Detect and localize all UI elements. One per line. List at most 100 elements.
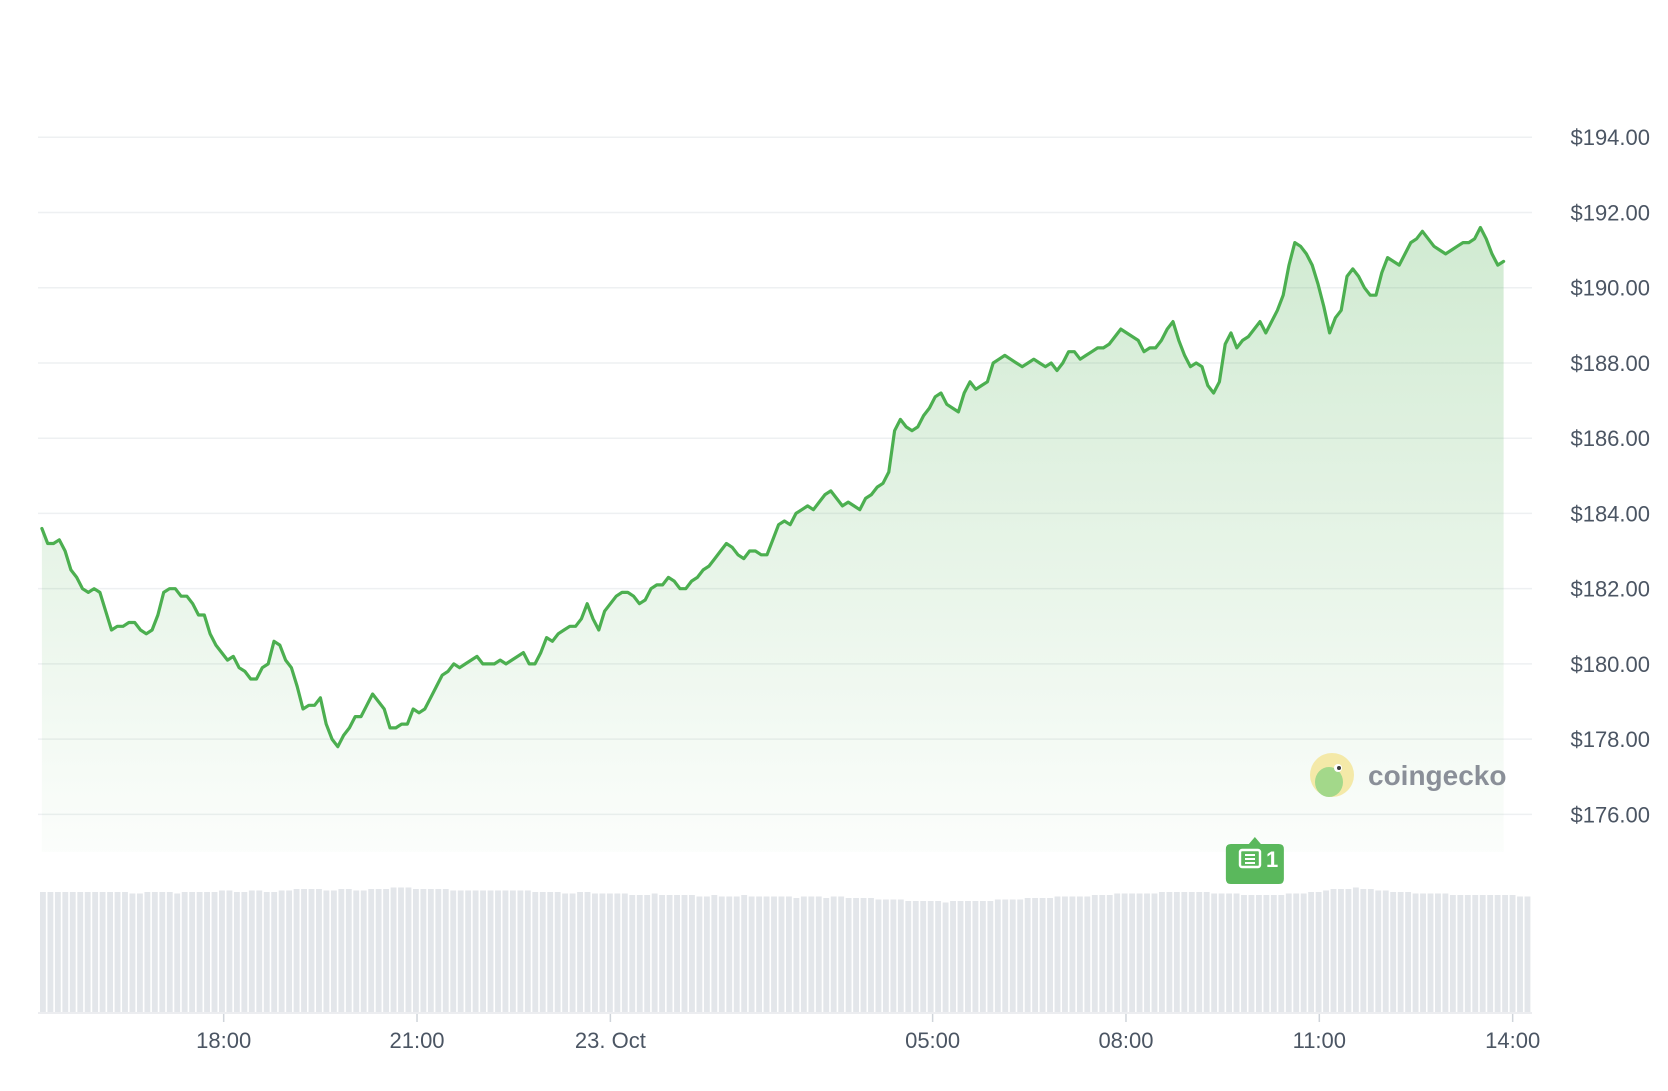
volume-bar xyxy=(897,899,904,1012)
volume-bar xyxy=(823,898,830,1012)
volume-bar xyxy=(748,896,755,1012)
volume-bar xyxy=(1173,892,1180,1012)
volume-bar xyxy=(99,892,106,1012)
y-tick-label: $184.00 xyxy=(1570,501,1650,526)
volume-bar xyxy=(1330,889,1337,1012)
volume-bar xyxy=(763,896,770,1012)
volume-bar xyxy=(1308,892,1315,1012)
volume-bar xyxy=(1054,896,1061,1012)
volume-bar xyxy=(681,895,688,1012)
volume-bar xyxy=(1032,898,1039,1012)
volume-bar xyxy=(233,892,240,1012)
volume-bar xyxy=(651,893,658,1012)
volume-bar xyxy=(920,901,927,1012)
volume-bar xyxy=(1248,895,1255,1012)
volume-bar xyxy=(778,896,785,1012)
volume-bar xyxy=(450,890,457,1012)
volume-bar xyxy=(1435,893,1441,1012)
volume-bar xyxy=(569,893,576,1012)
volume-bar xyxy=(211,892,218,1012)
volume-bar xyxy=(1121,893,1128,1012)
volume-bar xyxy=(987,901,994,1012)
volume-bar xyxy=(1367,889,1374,1012)
volume-bar xyxy=(1263,895,1270,1012)
volume-bar xyxy=(1449,895,1456,1012)
volume-bar xyxy=(420,889,427,1012)
volume-bar xyxy=(554,892,561,1012)
volume-bar xyxy=(442,889,449,1012)
volume-bar xyxy=(1494,895,1501,1012)
news-marker[interactable]: 1 xyxy=(1225,837,1284,884)
x-tick-label: 21:00 xyxy=(389,1028,444,1053)
price-line[interactable] xyxy=(40,225,1506,749)
volume-bar xyxy=(323,890,330,1012)
volume-bar xyxy=(435,889,442,1012)
volume-bar xyxy=(1517,896,1523,1012)
volume-bar xyxy=(771,896,777,1012)
volume-bar xyxy=(890,899,897,1012)
volume-bar xyxy=(1151,893,1158,1012)
volume-bar xyxy=(577,892,583,1012)
y-tick-label: $194.00 xyxy=(1570,125,1650,150)
news-marker-badge[interactable] xyxy=(1225,837,1284,884)
volume-bar xyxy=(1270,895,1277,1012)
volume-bar xyxy=(703,896,710,1012)
volume-bar xyxy=(248,890,255,1012)
volume-bar xyxy=(1241,895,1247,1012)
volume-bar xyxy=(517,890,524,1012)
volume-bar xyxy=(994,899,1001,1012)
y-tick-label: $182.00 xyxy=(1570,577,1650,602)
y-tick-label: $190.00 xyxy=(1570,276,1650,301)
volume-bar xyxy=(345,889,352,1012)
x-axis: 18:00 21:00 23. Oct 05:00 08:00 11:00 14:00 xyxy=(38,1012,1540,1053)
volume-bar xyxy=(107,892,113,1012)
volume-bar xyxy=(92,892,99,1012)
volume-bar xyxy=(957,901,964,1012)
x-tick-label: 05:00 xyxy=(905,1028,960,1053)
volume-bar xyxy=(69,892,76,1012)
volume-bar xyxy=(927,901,934,1012)
volume-bar xyxy=(1017,899,1024,1012)
volume-bar xyxy=(159,892,166,1012)
volume-bar xyxy=(1293,893,1300,1012)
volume-bar xyxy=(189,892,196,1012)
volume-bar xyxy=(905,901,912,1012)
volume-bar xyxy=(390,887,397,1012)
volume-bar xyxy=(845,898,852,1012)
volume-bar xyxy=(316,889,322,1012)
x-tick-label: 08:00 xyxy=(1098,1028,1153,1053)
volume-bar xyxy=(1203,892,1210,1012)
volume-bar xyxy=(1412,893,1419,1012)
volume-bar xyxy=(1062,896,1068,1012)
volume-bar xyxy=(375,889,382,1012)
volume-bar xyxy=(584,892,591,1012)
gecko-face-icon xyxy=(1315,767,1343,797)
volume-bar xyxy=(1218,893,1225,1012)
volume-bar xyxy=(144,892,151,1012)
y-axis: $176.00 $178.00 $180.00 $182.00 $184.00 $186.… xyxy=(1570,125,1650,827)
x-tick-label: 14:00 xyxy=(1485,1028,1540,1053)
volume-bar xyxy=(1002,899,1009,1012)
volume-bar xyxy=(47,892,54,1012)
volume-bar xyxy=(1009,899,1016,1012)
volume-bar xyxy=(718,896,725,1012)
volume-bar xyxy=(62,892,69,1012)
volume-bar xyxy=(539,892,546,1012)
y-tick-label: $188.00 xyxy=(1570,351,1650,376)
volume-bar xyxy=(204,892,210,1012)
volume-bar xyxy=(84,892,91,1012)
volume-bar xyxy=(1427,893,1434,1012)
volume-bar xyxy=(368,889,375,1012)
volume-bars xyxy=(40,887,1531,1012)
volume-bar xyxy=(405,887,412,1012)
watermark-brand: coingecko xyxy=(1368,760,1506,791)
volume-bar xyxy=(1300,893,1307,1012)
volume-bar xyxy=(1315,892,1322,1012)
volume-bar xyxy=(1069,896,1076,1012)
coingecko-watermark: coingecko xyxy=(1310,753,1506,797)
volume-bar xyxy=(1166,892,1173,1012)
volume-bar xyxy=(1084,896,1091,1012)
volume-bar xyxy=(547,892,554,1012)
